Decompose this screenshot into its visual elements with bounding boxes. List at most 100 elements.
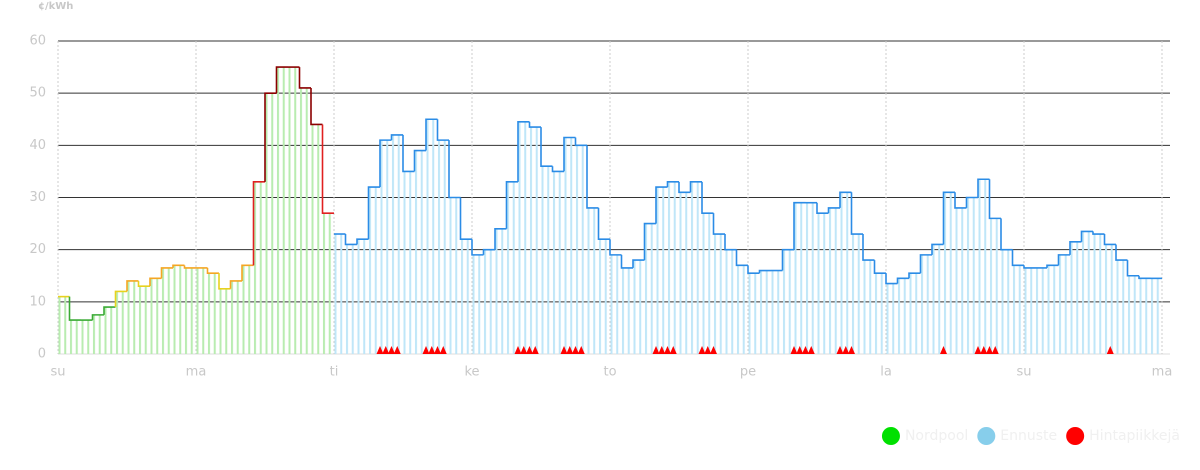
step-line (1069, 241, 1082, 255)
legend-label: Nordpool (905, 428, 968, 444)
x-tick-label: su (1016, 365, 1031, 380)
step-line (839, 191, 852, 208)
step-line (229, 280, 242, 289)
area-fill (713, 234, 725, 354)
price-spike-marker (940, 346, 947, 354)
x-tick-label: ke (464, 365, 479, 380)
area-fill (322, 213, 334, 354)
area-fill (426, 119, 438, 354)
area-fill (771, 270, 783, 354)
step-line (873, 260, 886, 274)
area-fill (81, 320, 93, 354)
price-spike-marker (428, 346, 436, 354)
area-fill (702, 213, 714, 354)
area-fill (1001, 249, 1013, 354)
area-fill (173, 265, 185, 354)
step-line (436, 119, 449, 141)
step-line (218, 273, 231, 290)
step-line (298, 67, 311, 89)
area-fill (610, 254, 622, 354)
price-spike-marker (577, 346, 585, 354)
price-spike-marker (980, 346, 988, 354)
step-line (517, 121, 530, 182)
step-line (666, 181, 679, 188)
step-line (356, 238, 369, 245)
step-line (494, 228, 507, 250)
step-line (1080, 230, 1093, 242)
area-fill (506, 181, 518, 354)
step-line (1103, 234, 1116, 246)
area-fill (518, 121, 530, 354)
x-tick-label: pe (740, 365, 756, 380)
price-spike-marker (520, 346, 528, 354)
step-line (68, 296, 81, 321)
area-fill (288, 67, 300, 354)
step-line (367, 186, 380, 240)
x-tick-label: ma (186, 365, 207, 380)
step-line (701, 181, 714, 214)
y-tick-label: 0 (38, 347, 46, 362)
area-fill (449, 197, 461, 354)
price-spike-marker (704, 346, 712, 354)
step-line (862, 234, 875, 261)
y-tick-label: 50 (29, 86, 46, 101)
area-fill (299, 87, 311, 354)
area-fill (1058, 254, 1070, 354)
step-line (551, 166, 564, 173)
area-fill (437, 140, 449, 354)
area-fill (690, 181, 702, 354)
step-line (563, 136, 576, 172)
area-fill (667, 181, 679, 354)
area-fill (748, 273, 760, 354)
price-spike-marker (382, 346, 390, 354)
step-line (91, 314, 104, 321)
price-spike-marker (376, 346, 384, 354)
step-line (586, 145, 599, 209)
price-spike-marker (836, 346, 844, 354)
area-fill (552, 171, 564, 354)
area-fill (127, 280, 139, 354)
step-line (1115, 244, 1128, 261)
price-spike-marker (658, 346, 666, 354)
area-fill (1127, 275, 1139, 354)
area-fill (529, 127, 541, 354)
area-fill (782, 249, 794, 354)
step-line (1000, 218, 1013, 251)
step-line (609, 239, 622, 256)
step-line (114, 290, 127, 308)
area-fill (253, 181, 265, 354)
area-fill (1139, 278, 1151, 354)
price-spike-marker (991, 346, 999, 354)
y-tick-label: 60 (29, 34, 46, 49)
area-fill (1116, 260, 1128, 354)
area-fill (403, 171, 415, 354)
step-line (1023, 265, 1036, 269)
step-line (1011, 249, 1024, 267)
price-spike-marker (439, 346, 447, 354)
area-fill (851, 234, 863, 354)
step-line (344, 234, 357, 246)
price-spike-marker (514, 346, 522, 354)
step-line (103, 306, 116, 315)
step-line (448, 140, 461, 199)
step-line (379, 139, 392, 188)
price-spike-marker (572, 346, 579, 354)
step-line (172, 264, 185, 268)
area-fill (1093, 234, 1105, 354)
step-line (459, 197, 472, 241)
step-line (827, 207, 840, 214)
area-fill (357, 239, 369, 354)
step-line (252, 181, 265, 266)
step-line (183, 265, 196, 269)
area-fill (564, 137, 576, 354)
step-line (655, 186, 668, 224)
step-line (1138, 275, 1151, 280)
area-fill (219, 288, 231, 354)
area-fill (736, 265, 748, 354)
area-fill (242, 265, 254, 354)
area-fill (1035, 267, 1047, 354)
area-fill (104, 307, 116, 354)
area-fill (805, 202, 817, 354)
area-fill (644, 223, 656, 354)
y-tick-label: 10 (29, 294, 46, 309)
